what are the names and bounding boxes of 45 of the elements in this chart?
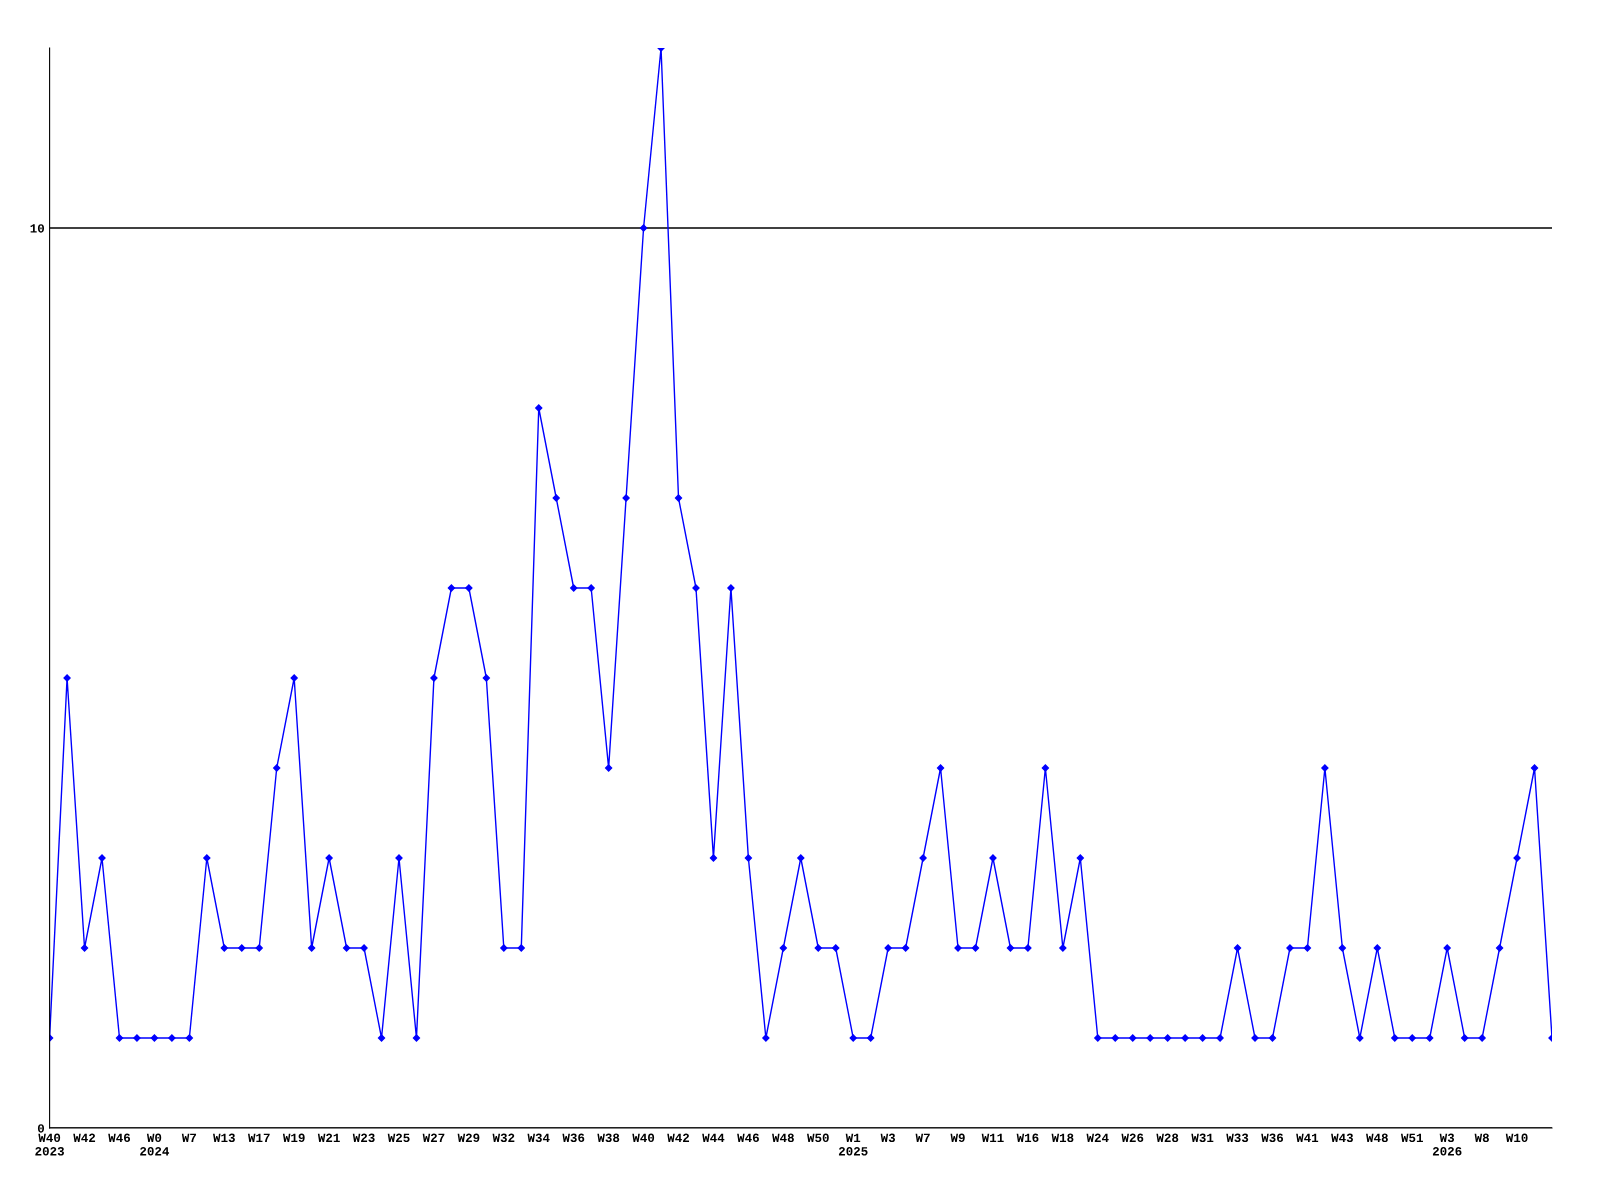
x-tick-label: W1 2025 xyxy=(838,1133,868,1156)
x-tick-label: W10 xyxy=(1505,1133,1528,1143)
x-tick-label: W38 xyxy=(597,1133,620,1143)
x-tick-label: W34 xyxy=(527,1133,550,1143)
x-tick-label: W33 xyxy=(1226,1133,1249,1143)
x-tick-label: W7 xyxy=(181,1133,197,1142)
x-tick-label: W11 xyxy=(981,1133,1004,1142)
x-tick-label: W27 xyxy=(422,1133,445,1142)
x-tick-label: W50 xyxy=(807,1133,829,1143)
x-tick-label: W3 2026 xyxy=(1432,1133,1462,1156)
y-tick-label: 10 xyxy=(30,224,45,233)
x-tick-label: W29 xyxy=(457,1133,480,1143)
x-tick-label: W48 xyxy=(772,1133,794,1143)
x-tick-label: W41 xyxy=(1296,1133,1319,1142)
x-tick-label: W18 xyxy=(1051,1133,1074,1143)
y-tick-label: 0 xyxy=(37,1124,45,1133)
x-tick-label: W40 xyxy=(632,1133,655,1143)
x-tick-label: W17 xyxy=(247,1133,270,1142)
x-tick-label: W8 xyxy=(1474,1133,1489,1143)
x-tick-label: W36 xyxy=(562,1133,585,1143)
x-tick-label: W28 xyxy=(1156,1133,1179,1143)
x-tick-label: W42 xyxy=(73,1133,96,1142)
x-tick-label: W16 xyxy=(1016,1133,1039,1143)
x-tick-label: W3 xyxy=(880,1133,896,1143)
x-tick-label: W36 xyxy=(1261,1133,1284,1143)
x-tick-label: W46 xyxy=(108,1133,131,1143)
x-tick-label: W43 xyxy=(1331,1133,1353,1143)
x-tick-label: W40 2023 xyxy=(35,1133,64,1156)
x-tick-label: W0 2024 xyxy=(140,1133,170,1156)
x-tick-label: W51 xyxy=(1400,1133,1423,1143)
x-tick-label: W42 xyxy=(667,1133,690,1142)
x-tick-label: W44 xyxy=(702,1133,725,1142)
x-tick-label: W31 xyxy=(1191,1133,1214,1143)
x-tick-label: W7 xyxy=(915,1133,930,1142)
x-tick-label: W46 xyxy=(737,1133,759,1143)
x-tick-label: W26 xyxy=(1121,1133,1144,1143)
x-tick-label: W23 xyxy=(352,1133,375,1143)
x-tick-label: W13 xyxy=(213,1133,235,1143)
x-tick-label: W24 xyxy=(1086,1133,1109,1142)
x-tick-label: W9 xyxy=(950,1133,965,1143)
x-tick-label: W32 xyxy=(492,1133,515,1143)
x-tick-label: W21 xyxy=(317,1133,340,1142)
x-tick-label: W48 xyxy=(1366,1133,1388,1143)
x-tick-label: W19 xyxy=(282,1133,305,1143)
x-tick-label: W25 xyxy=(387,1133,410,1143)
